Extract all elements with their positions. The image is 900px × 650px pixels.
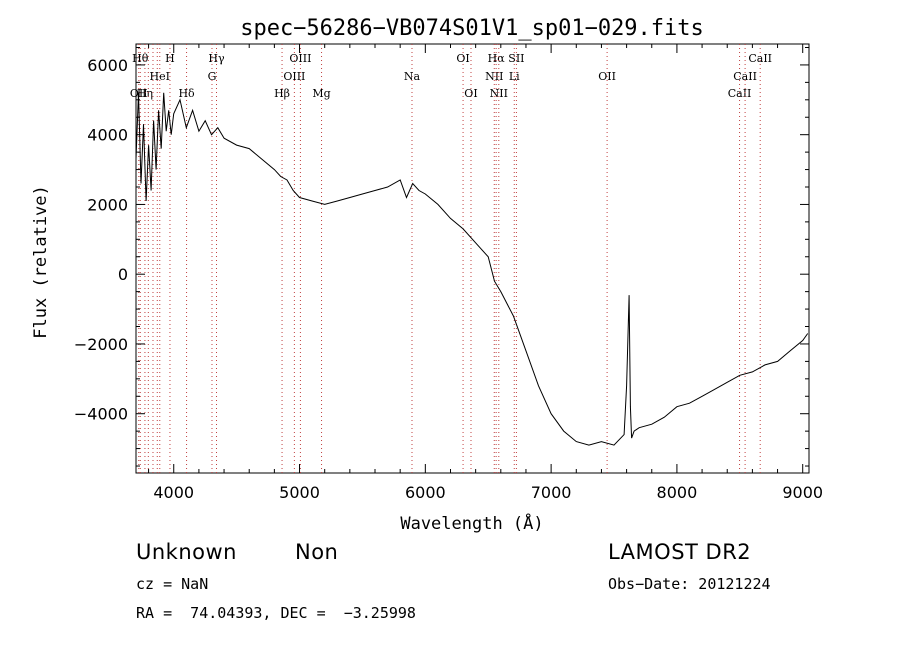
line-label: Li (509, 70, 520, 83)
x-tick-label: 8000 (657, 483, 698, 502)
line-label: OI (456, 52, 469, 65)
redshift-text: cz = NaN (136, 575, 209, 593)
x-tick-label: 6000 (405, 483, 446, 502)
line-label: Hβ (274, 87, 290, 100)
y-tick-label: 4000 (87, 126, 128, 145)
line-label: HeI (150, 70, 170, 83)
object-type-label: Unknown (136, 540, 237, 564)
line-label: CaII (728, 87, 752, 100)
line-label: SII (508, 52, 524, 65)
emission-line-markers: OII Hθ Hη HeI H Hδ G Hγ Hβ OIII OIII Mg Na OI OI NII Hα N… (130, 44, 772, 473)
y-tick-label: 2000 (87, 195, 128, 214)
chart-title: spec−56286−VB074S01V1_sp01−029.fits (240, 16, 704, 41)
line-label: Hθ (132, 52, 149, 65)
line-label: OII (598, 70, 616, 83)
line-label: G (208, 70, 217, 83)
y-tick-label: −2000 (74, 335, 128, 354)
x-tick-label: 4000 (153, 483, 194, 502)
y-tick-label: 0 (118, 265, 128, 284)
line-label: H (165, 52, 175, 65)
x-tick-label: 9000 (782, 483, 823, 502)
flux-series-line (135, 92, 809, 446)
y-tick-label: −4000 (74, 405, 128, 424)
coordinates-text: RA = 74.04393, DEC = −3.25998 (136, 604, 416, 622)
line-label: Hα (488, 52, 506, 65)
axis-ticks: 4000 5000 6000 7000 8000 9000 −4000 −2000 0 2000 4… (74, 44, 823, 502)
line-label: Hδ (178, 87, 195, 100)
y-tick-label: 6000 (87, 56, 128, 75)
line-label: Hγ (208, 52, 225, 65)
subclass-label: Non (295, 540, 339, 564)
line-label: OI (464, 87, 477, 100)
line-label: CaII (748, 52, 772, 65)
observation-date: Obs−Date: 20121224 (608, 575, 771, 593)
line-label: Na (404, 70, 421, 83)
x-tick-label: 7000 (531, 483, 572, 502)
y-axis-label: Flux (relative) (31, 185, 51, 339)
line-label: Mg (312, 87, 330, 100)
plot-frame (135, 43, 810, 474)
line-label: OIII (289, 52, 311, 65)
x-tick-label: 5000 (279, 483, 320, 502)
x-axis-label: Wavelength (Å) (400, 512, 543, 534)
line-label: OIII (283, 70, 305, 83)
line-label: Hη (137, 87, 153, 100)
line-label: NII (490, 87, 508, 100)
line-label: CaII (733, 70, 757, 83)
survey-label: LAMOST DR2 (608, 540, 752, 564)
line-label: NII (485, 70, 503, 83)
